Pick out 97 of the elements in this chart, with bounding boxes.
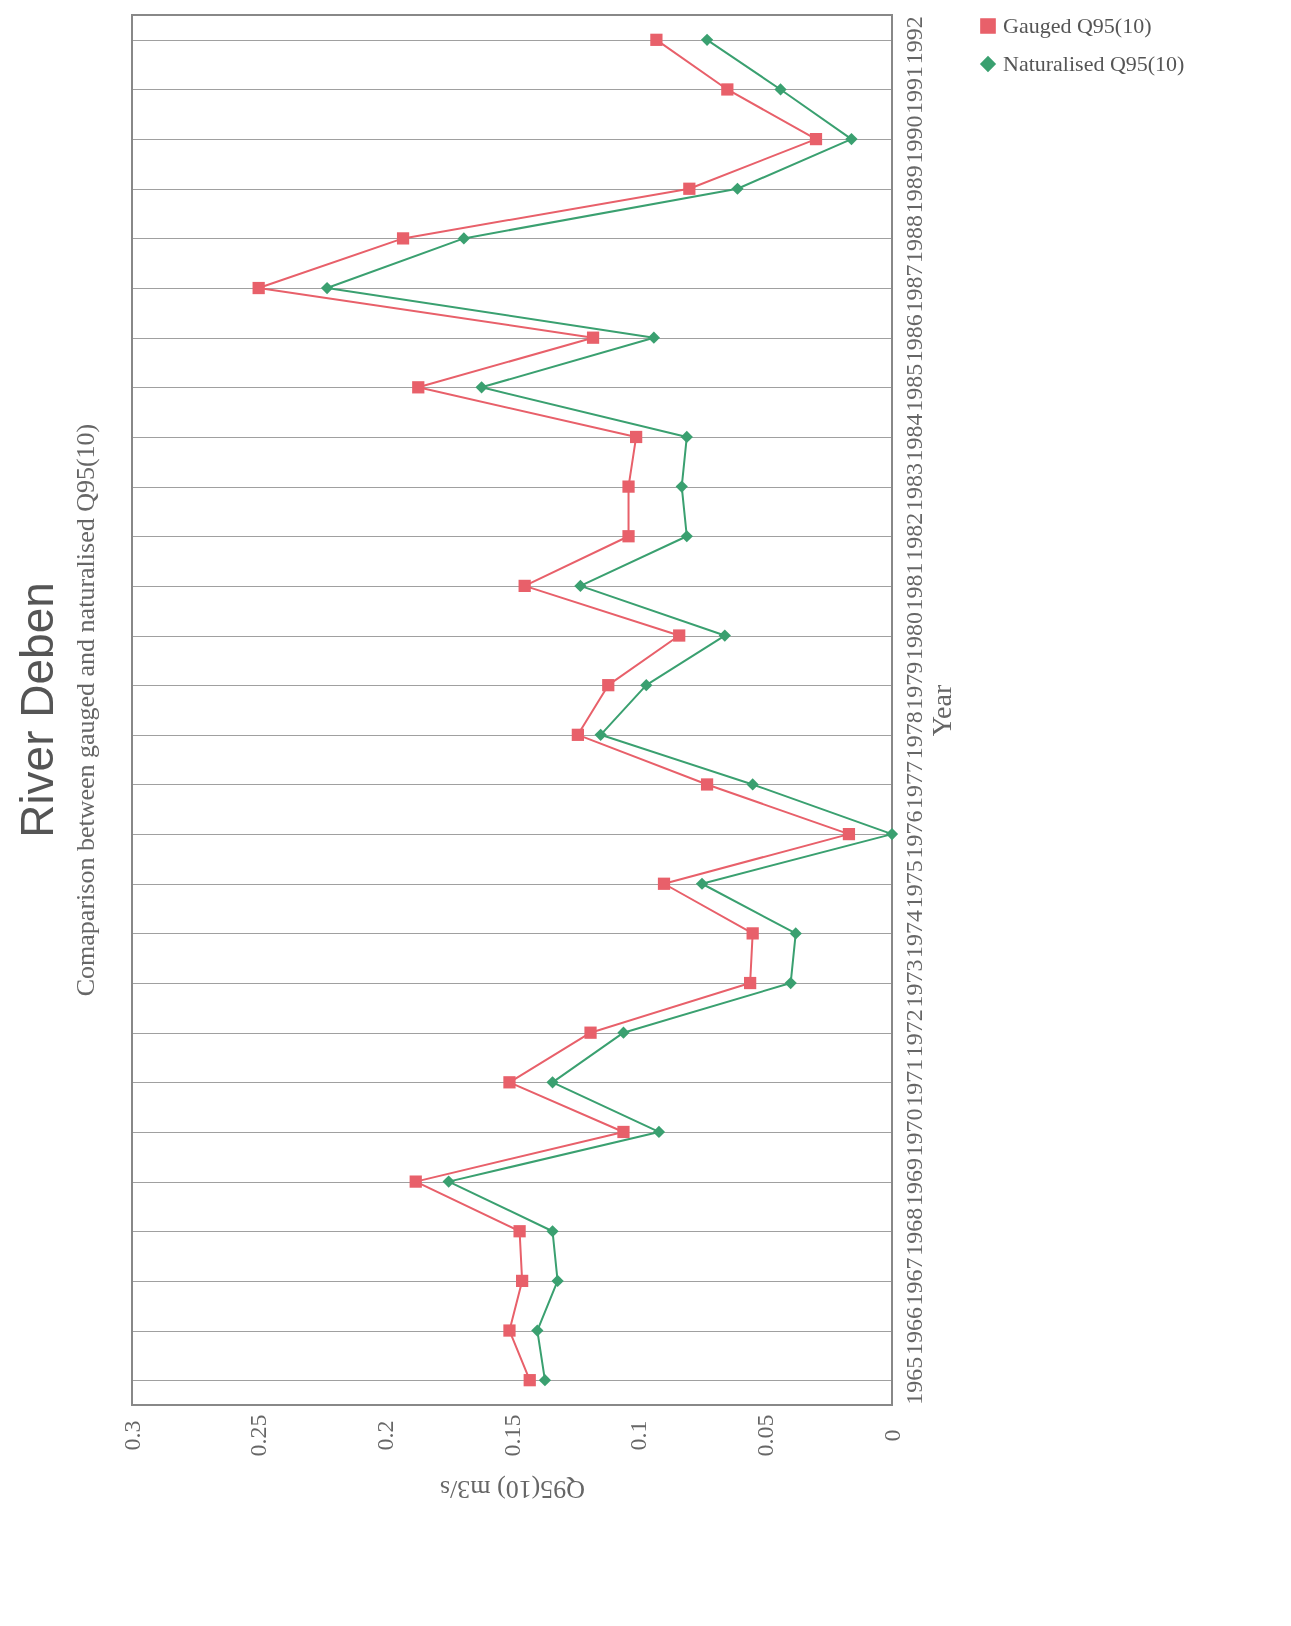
legend-label: Naturalised Q95(10) bbox=[1003, 51, 1185, 76]
x-axis-title: Q95(10) m3/s bbox=[439, 1474, 586, 1504]
point bbox=[731, 182, 744, 195]
point bbox=[409, 1175, 422, 1188]
point bbox=[546, 1076, 559, 1089]
point bbox=[746, 927, 759, 940]
y-tick-label: 1990 bbox=[900, 115, 927, 164]
y-tick-label: 1987 bbox=[900, 264, 927, 313]
y-tick-label: 1974 bbox=[900, 909, 927, 958]
y-tick-label: 1967 bbox=[900, 1257, 927, 1306]
point bbox=[700, 778, 714, 791]
y-tick-label: 1969 bbox=[900, 1158, 927, 1207]
point bbox=[680, 430, 693, 444]
legend-label: Gauged Q95(10) bbox=[1003, 13, 1152, 38]
y-tick-label: 1966 bbox=[900, 1307, 927, 1356]
point bbox=[842, 827, 856, 841]
point bbox=[602, 679, 615, 692]
y-tick-label: 1986 bbox=[900, 314, 927, 363]
point bbox=[396, 232, 410, 245]
point bbox=[571, 728, 584, 741]
y-tick-label: 1979 bbox=[900, 661, 927, 710]
point bbox=[718, 629, 731, 642]
y-axis-title: Year bbox=[925, 684, 957, 737]
point bbox=[513, 1225, 526, 1238]
point bbox=[622, 530, 635, 543]
point bbox=[574, 579, 587, 593]
y-tick-label: 1977 bbox=[900, 760, 927, 809]
point bbox=[320, 281, 334, 295]
point bbox=[647, 331, 660, 344]
point bbox=[683, 182, 696, 195]
y-tick-label: 1985 bbox=[900, 363, 927, 412]
point bbox=[675, 480, 688, 493]
point bbox=[721, 83, 734, 96]
point bbox=[630, 430, 643, 444]
y-tick-label: 1976 bbox=[900, 810, 927, 859]
point bbox=[538, 1374, 552, 1387]
y-tick-label: 1978 bbox=[900, 711, 927, 760]
y-tick-label: 1992 bbox=[900, 16, 927, 65]
x-tick-label: 0.3 bbox=[118, 1420, 145, 1451]
point bbox=[650, 33, 663, 46]
point bbox=[789, 927, 802, 940]
point bbox=[845, 132, 858, 146]
point bbox=[784, 976, 797, 990]
point bbox=[584, 1026, 597, 1039]
point bbox=[503, 1076, 516, 1089]
y-tick-label: 1971 bbox=[900, 1058, 927, 1107]
point bbox=[744, 976, 757, 990]
point bbox=[700, 33, 714, 46]
x-tick-label: 0 bbox=[878, 1429, 905, 1442]
y-tick-label: 1965 bbox=[900, 1356, 927, 1405]
point bbox=[586, 331, 600, 344]
x-tick-label: 0.2 bbox=[371, 1420, 398, 1451]
point bbox=[617, 1125, 630, 1139]
point bbox=[673, 629, 686, 642]
point bbox=[546, 1225, 559, 1238]
point bbox=[695, 877, 709, 890]
x-tick-label: 0.05 bbox=[751, 1414, 778, 1457]
point bbox=[531, 1324, 544, 1337]
point bbox=[640, 679, 653, 692]
point bbox=[442, 1175, 455, 1188]
point bbox=[617, 1026, 630, 1039]
point bbox=[523, 1374, 536, 1387]
point bbox=[809, 132, 823, 146]
point bbox=[885, 827, 899, 841]
point bbox=[503, 1324, 516, 1337]
point bbox=[746, 778, 759, 791]
y-tick-label: 1982 bbox=[900, 512, 927, 561]
y-tick-label: 1972 bbox=[900, 1009, 927, 1058]
y-tick-label: 1980 bbox=[900, 612, 927, 661]
point bbox=[518, 579, 531, 593]
point bbox=[657, 877, 671, 890]
x-tick-label: 0.25 bbox=[245, 1414, 272, 1457]
point bbox=[622, 480, 635, 493]
point bbox=[457, 232, 470, 245]
y-tick-label: 1989 bbox=[900, 165, 927, 214]
y-tick-label: 1983 bbox=[900, 463, 927, 512]
y-tick-label: 1988 bbox=[900, 214, 927, 263]
x-tick-label: 0.1 bbox=[625, 1420, 652, 1451]
text: River Deben bbox=[11, 582, 63, 838]
x-tick-label: 0.15 bbox=[498, 1414, 525, 1457]
y-tick-label: 1981 bbox=[900, 562, 927, 611]
y-tick-label: 1975 bbox=[900, 860, 927, 909]
y-tick-label: 1970 bbox=[900, 1108, 927, 1157]
y-tick-label: 1984 bbox=[900, 413, 927, 462]
y-tick-label: 1968 bbox=[900, 1207, 927, 1256]
point bbox=[475, 381, 488, 394]
y-tick-label: 1973 bbox=[900, 959, 927, 1008]
point bbox=[652, 1125, 666, 1139]
point bbox=[551, 1274, 564, 1288]
point bbox=[680, 530, 693, 543]
point bbox=[252, 281, 265, 295]
point bbox=[516, 1274, 529, 1288]
y-tick-label: 1991 bbox=[900, 65, 927, 114]
point bbox=[774, 83, 787, 96]
text: Comaparison between gauged and naturalised Q95(10) bbox=[71, 423, 100, 997]
point bbox=[594, 728, 607, 741]
point bbox=[412, 381, 425, 394]
